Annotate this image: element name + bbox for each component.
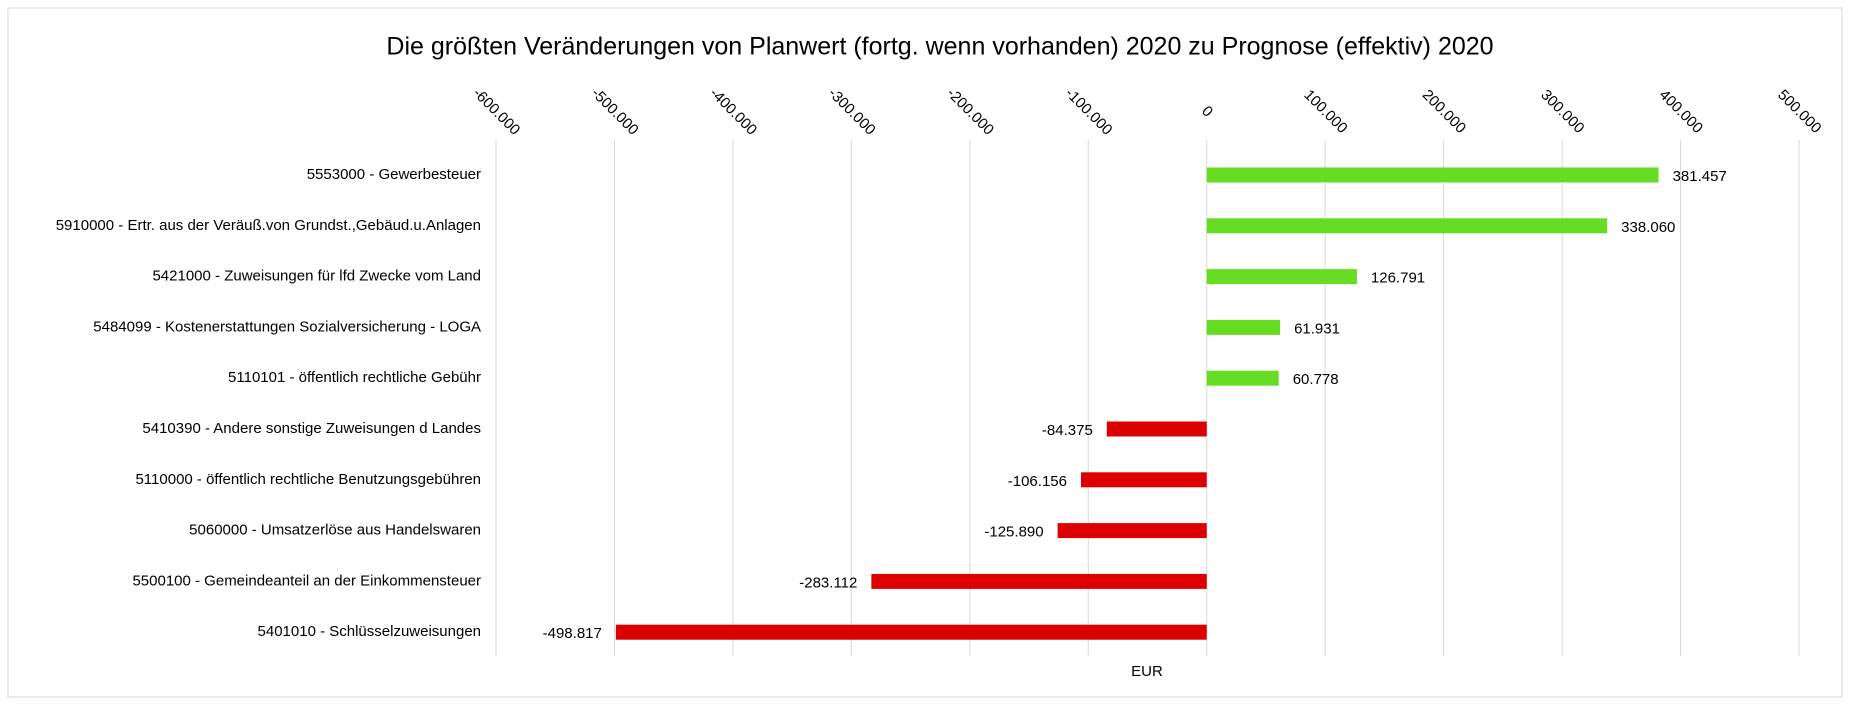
chart-title: Die größten Veränderungen von Planwert (… (386, 33, 1493, 61)
y-tick-label: 5500100 - Gemeindeanteil an der Einkomme… (132, 572, 481, 589)
value-label: 381.457 (1673, 168, 1727, 185)
value-label: -84.375 (1042, 422, 1093, 439)
bar (871, 573, 1207, 589)
bar (1206, 319, 1281, 335)
x-axis-label: EUR (1131, 663, 1163, 680)
value-label: -106.156 (1008, 473, 1067, 490)
bar (1206, 218, 1608, 234)
y-tick-label: 5060000 - Umsatzerlöse aus Handelswaren (189, 522, 481, 539)
y-tick-label: 5410390 - Andere sonstige Zuweisungen d … (142, 420, 481, 437)
value-label: -125.890 (984, 524, 1043, 541)
y-tick-label: 5110000 - öffentlich rechtliche Benutzun… (135, 471, 481, 488)
y-tick-label: 5910000 - Ertr. aus der Veräuß.von Grund… (56, 217, 481, 234)
bar (615, 624, 1207, 640)
value-label: 338.060 (1621, 219, 1675, 236)
bar (1206, 269, 1357, 285)
y-tick-label: 5401010 - Schlüsselzuweisungen (258, 623, 481, 640)
bar (1206, 370, 1279, 386)
bar (1206, 167, 1659, 183)
value-label: -498.817 (543, 625, 602, 642)
bar (1057, 523, 1207, 539)
y-tick-label: 5553000 - Gewerbesteuer (307, 166, 481, 183)
y-tick-label: 5110101 - öffentlich rechtliche Gebühr (228, 369, 481, 386)
value-label: 61.931 (1294, 320, 1340, 337)
value-label: 126.791 (1371, 270, 1425, 287)
bar (1080, 472, 1207, 488)
y-tick-label: 5484099 - Kostenerstattungen Sozialversi… (93, 318, 481, 335)
bar (1106, 421, 1207, 437)
value-label: 60.778 (1293, 371, 1339, 388)
value-label: -283.112 (799, 574, 857, 591)
y-tick-label: 5421000 - Zuweisungen für lfd Zwecke vom… (152, 268, 481, 285)
